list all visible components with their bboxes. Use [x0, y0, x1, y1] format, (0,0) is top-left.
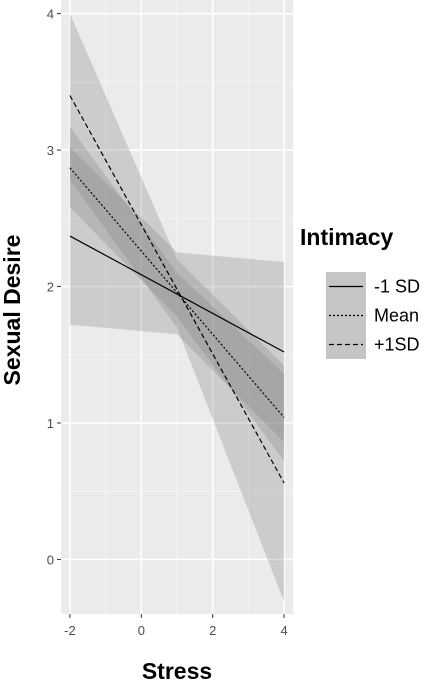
ribbon-series-2 [69, 13, 285, 602]
legend-label: Mean [374, 306, 419, 326]
y-tick-label: 4 [47, 7, 54, 22]
legend-label: +1SD [374, 335, 420, 355]
line-series-2 [69, 95, 285, 484]
legend-title: Intimacy [300, 224, 394, 250]
line-series-1 [69, 167, 285, 418]
y-tick-label: 3 [47, 143, 54, 158]
grid-minor-lines [61, 0, 293, 614]
x-axis-title: Stress [142, 658, 212, 684]
series-lines [69, 95, 285, 484]
y-tick-label: 2 [47, 280, 54, 295]
y-tick-label: 1 [47, 416, 54, 431]
y-tick-label: 0 [47, 552, 54, 567]
legend-label: -1 SD [374, 277, 420, 297]
grid-major-lines [61, 0, 293, 614]
x-tick-label: 0 [138, 623, 145, 638]
legend: Intimacy -1 SD Mean +1SD [300, 224, 420, 359]
x-tick-label: -2 [64, 623, 76, 638]
axis-ticks [57, 13, 285, 618]
y-axis-title: Sexual Desire [0, 235, 25, 386]
tick-labels: -2 0 2 4 0 1 2 3 4 [47, 7, 288, 638]
x-tick-label: 2 [209, 623, 216, 638]
line-series-0 [69, 235, 285, 353]
x-tick-label: 4 [280, 623, 287, 638]
